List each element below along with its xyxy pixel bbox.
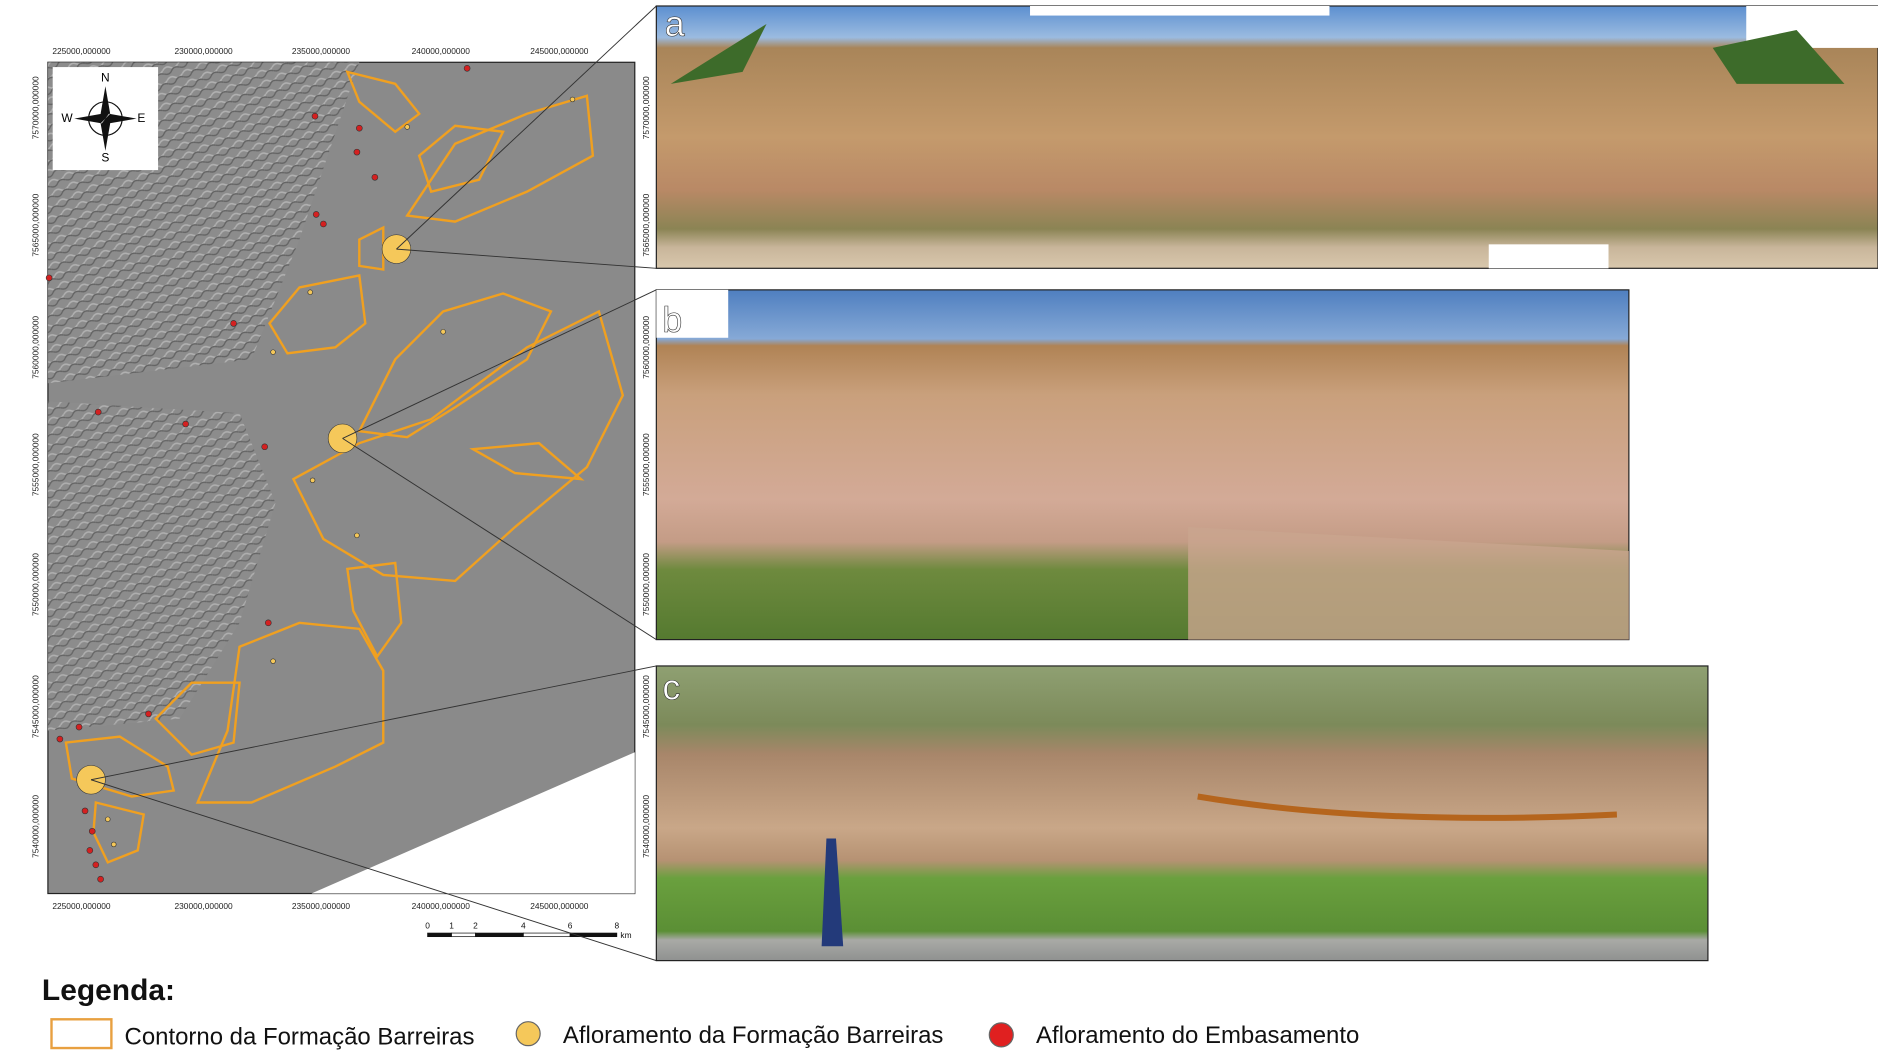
legend-swatch bbox=[52, 1019, 112, 1048]
photo-b bbox=[656, 290, 1629, 640]
legend-label: Afloramento da Formação Barreiras bbox=[563, 1022, 944, 1049]
y-coordinate-label: 7545000,000000 bbox=[641, 675, 651, 738]
compass-west: W bbox=[61, 111, 73, 125]
photo-label: b bbox=[662, 299, 682, 340]
y-coordinate-label: 7565000,000000 bbox=[641, 193, 651, 256]
figure: N S E W 225000,000000 230000,000000 235000… bbox=[0, 0, 1878, 1052]
x-coordinate-label: 245000,000000 bbox=[530, 901, 589, 911]
scale-bar: 0 1 2 4 6 8km bbox=[425, 920, 631, 940]
scale-label: 6 bbox=[568, 920, 573, 930]
scale-segment bbox=[428, 933, 452, 937]
x-coordinate-label: 235000,000000 bbox=[292, 901, 351, 911]
y-coordinate-label: 7550000,000000 bbox=[641, 553, 651, 616]
x-coordinate-label: 245000,000000 bbox=[530, 46, 589, 56]
compass-east: E bbox=[137, 111, 145, 125]
scale-label: 8 bbox=[614, 920, 619, 930]
photo-gap bbox=[1030, 6, 1329, 16]
scale-unit: km bbox=[620, 930, 631, 940]
photo-gap bbox=[1489, 244, 1609, 268]
x-coordinate-label: 240000,000000 bbox=[412, 901, 471, 911]
x-coordinate-label: 235000,000000 bbox=[292, 46, 351, 56]
y-coordinate-label: 7555000,000000 bbox=[641, 433, 651, 496]
compass: N S E W bbox=[53, 67, 158, 170]
y-coordinate-label: 7540000,000000 bbox=[641, 795, 651, 858]
photo-label: c bbox=[662, 666, 680, 707]
y-coordinate-label: 7555000,000000 bbox=[30, 433, 40, 496]
y-coordinate-label: 7550000,000000 bbox=[30, 553, 40, 616]
y-coordinate-label: 7570000,000000 bbox=[641, 76, 651, 139]
x-coordinate-label: 230000,000000 bbox=[174, 901, 233, 911]
legend-label: Contorno da Formação Barreiras bbox=[125, 1023, 475, 1050]
y-coordinate-label: 7560000,000000 bbox=[30, 316, 40, 379]
compass-south: S bbox=[101, 151, 109, 165]
scale-label: 0 bbox=[425, 920, 430, 930]
page: N S E W 225000,000000 230000,000000 235000… bbox=[0, 0, 1878, 1052]
x-coordinate-label: 225000,000000 bbox=[52, 46, 111, 56]
x-coordinate-label: 230000,000000 bbox=[174, 46, 233, 56]
x-coordinate-label: 240000,000000 bbox=[412, 46, 471, 56]
photo bbox=[656, 6, 1878, 268]
scale-label: 2 bbox=[473, 920, 478, 930]
legend-label: Afloramento do Embasamento bbox=[1036, 1022, 1359, 1049]
scale-label: 4 bbox=[521, 920, 526, 930]
photo-a bbox=[656, 6, 1878, 268]
scale-segment bbox=[452, 933, 476, 937]
legend-swatch bbox=[989, 1023, 1013, 1047]
scale-label: 1 bbox=[449, 920, 454, 930]
photo-c bbox=[656, 666, 1708, 961]
y-coordinate-label: 7570000,000000 bbox=[30, 76, 40, 139]
scale-segment bbox=[475, 933, 523, 937]
photo-label: a bbox=[665, 3, 685, 44]
legend-title: Legenda: bbox=[42, 974, 175, 1007]
photo bbox=[656, 666, 1708, 961]
compass-north: N bbox=[101, 70, 110, 84]
map: N S E W 225000,000000 230000,000000 235000… bbox=[30, 46, 651, 940]
x-coordinate-label: 225000,000000 bbox=[52, 901, 111, 911]
y-coordinate-label: 7545000,000000 bbox=[30, 675, 40, 738]
y-coordinate-label: 7560000,000000 bbox=[641, 316, 651, 379]
scale-segment bbox=[523, 933, 570, 937]
y-coordinate-label: 7565000,000000 bbox=[30, 193, 40, 256]
legend-swatch bbox=[516, 1022, 540, 1046]
legend: Legenda: Contorno da Formação Barreiras … bbox=[42, 974, 1359, 1050]
y-coordinate-label: 7540000,000000 bbox=[30, 795, 40, 858]
